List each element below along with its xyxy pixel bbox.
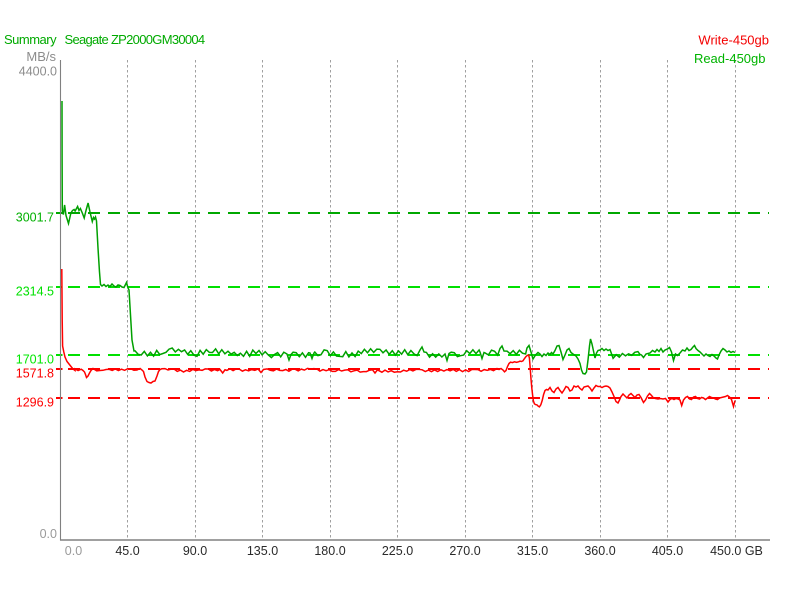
svg-text:Write-450gb: Write-450gb	[698, 33, 769, 48]
svg-text:315.0: 315.0	[517, 544, 548, 558]
svg-text:0.0: 0.0	[65, 544, 82, 558]
svg-text:Read-450gb: Read-450gb	[694, 51, 766, 66]
svg-text:Summary: Summary	[4, 32, 57, 47]
svg-text:1571.8: 1571.8	[16, 366, 54, 380]
svg-text:180.0: 180.0	[314, 544, 345, 558]
svg-text:225.0: 225.0	[382, 544, 413, 558]
svg-text:450.0 GB: 450.0 GB	[710, 544, 763, 558]
svg-text:4400.0: 4400.0	[19, 65, 57, 79]
svg-text:405.0: 405.0	[652, 544, 683, 558]
svg-text:1296.9: 1296.9	[16, 395, 54, 409]
svg-text:0.0: 0.0	[40, 527, 57, 541]
svg-text:MB/s: MB/s	[26, 49, 56, 64]
svg-text:135.0: 135.0	[247, 544, 278, 558]
svg-text:1701.0: 1701.0	[16, 352, 54, 366]
svg-text:Seagate ZP2000GM30004: Seagate ZP2000GM30004	[65, 32, 205, 47]
svg-text:2314.5: 2314.5	[16, 284, 54, 298]
svg-text:270.0: 270.0	[449, 544, 480, 558]
svg-text:90.0: 90.0	[183, 544, 207, 558]
svg-text:3001.7: 3001.7	[16, 210, 54, 224]
svg-text:45.0: 45.0	[115, 544, 139, 558]
svg-text:360.0: 360.0	[584, 544, 615, 558]
